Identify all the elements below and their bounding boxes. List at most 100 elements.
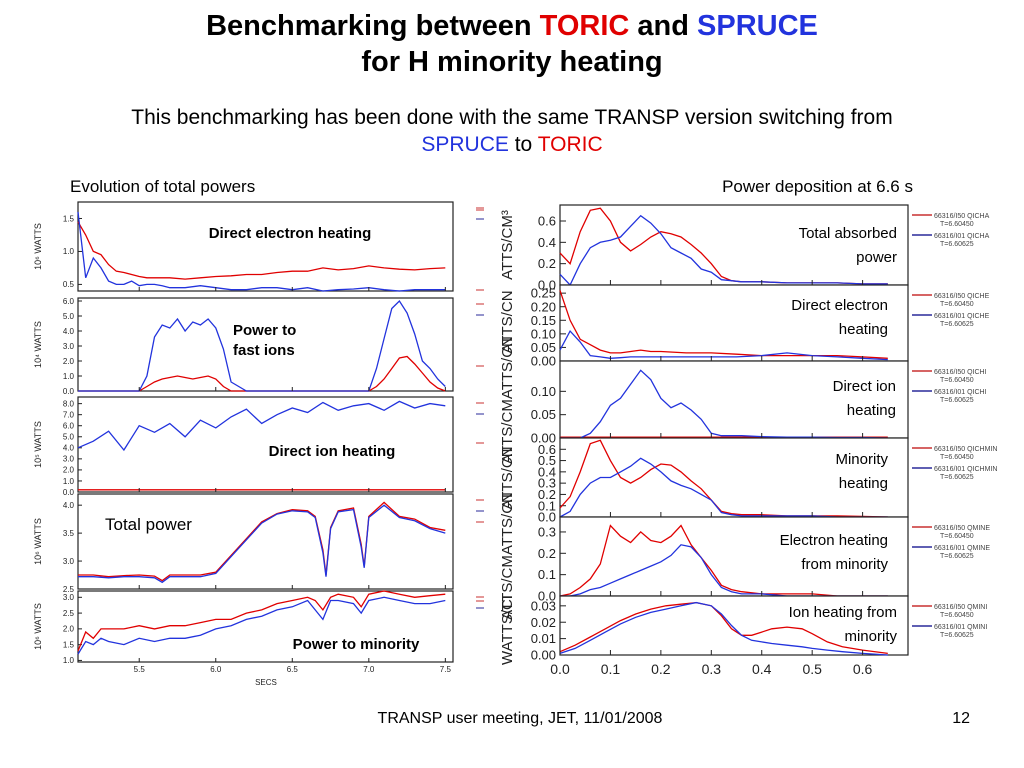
y-tick-label: 0.05 [531,340,556,355]
y-tick-label: 0.6 [538,214,556,229]
subtitle-spruce: SPRUCE [421,133,509,156]
legend-label: 66316/I50 QMINE [934,525,990,532]
chart-panel-3: 2.5 3.0 3.5 4.0 10⁶ WATTS Total power [33,493,484,594]
series-line-spruce [559,329,888,361]
y-tick-label: 0.1 [538,567,556,582]
y-tick-label: 8.0 [63,399,75,408]
subtitle-toric: TORIC [537,133,603,156]
y-tick-label: 0.4 [538,235,556,250]
y-tick-label: 3.0 [63,557,75,566]
subtitle-to: to [508,133,538,156]
chart-panel-8: 0.00.10.20.30.40.50.6 Minority heating 6631… [476,437,997,525]
panel-label: fast ions [233,342,295,359]
chart-panel-2: 0.0 1.0 2.0 3.0 4.0 5.0 6.0 7.0 8.0 10⁵ WATTS Dire… [33,396,484,497]
plot-frame [559,284,909,362]
y-tick-label: 0.0 [63,387,75,396]
y-tick-label: 0.15 [531,313,556,328]
y-tick-label: 0.2 [538,256,556,271]
y-tick-label: 0.0 [538,589,556,604]
chart-panel-4: 1.0 1.5 2.0 2.5 3.0 10⁶ WATTS Power to minorit… [33,590,484,665]
y-tick-label: 4.0 [63,444,75,453]
y-tick-label: 6.0 [63,422,75,431]
legend-label: 66316/I01 QICHE [934,313,990,320]
series-line-spruce [78,504,446,584]
x-tick-label: 6.5 [287,665,299,674]
series-line-toric [77,590,446,652]
y-axis-label: 10⁶ WATTS [33,603,43,650]
y-tick-label: 2.0 [63,466,75,475]
y-tick-label: 4.0 [63,501,75,510]
panel-label: Direct electron [791,297,888,314]
panel-label: Total absorbed [799,225,897,242]
plot-frame [559,204,909,286]
y-axis-label-fragment: ATTS/CN [499,290,516,353]
y-tick-label: 0.05 [531,407,556,422]
series-line-spruce [77,400,446,452]
chart-panel-10: 0.00 0.010.02 0.03 Ion heating from minority… [476,595,987,663]
legend-label: 66316/I01 QMINI [934,624,987,631]
right-heading: Power deposition at 6.6 s [722,177,913,196]
panel-label: Total power [105,515,192,534]
y-tick-label: 7.0 [63,410,75,419]
y-tick-label: 0.1 [538,498,556,513]
plot-frame [559,360,909,439]
y-tick-label: 0.2 [538,546,556,561]
series-line-toric [77,221,446,280]
footer-text: TRANSP user meeting, JET, 11/01/2008 [377,710,663,727]
x-tick-label: 5.5 [134,665,146,674]
subtitle-line1: This benchmarking has been done with the… [131,106,893,129]
panel-label: heating [839,475,888,492]
x-tick-label: 0.1 [601,661,621,677]
y-tick-label: 0.6 [538,442,556,457]
x-tick-label: 0.0 [550,661,570,677]
y-tick-label: 0.4 [538,464,556,479]
y-tick-label: 0.10 [531,384,556,399]
y-tick-label: 0.5 [538,453,556,468]
y-tick-label: 0.00 [531,354,556,369]
x-tick-label: 6.0 [210,665,222,674]
y-axis-label-fragment: ATTS/CMATTS/CN [499,336,516,464]
y-tick-label: 1.0 [63,477,75,486]
panel-label: Direct electron heating [209,225,372,242]
y-tick-label: 0.02 [531,615,556,630]
slide-title: Benchmarking between TORIC and SPRUCE fo… [0,8,1024,80]
legend-label: 66316/I01 QICHMIN [934,466,997,473]
y-tick-label: 0.10 [531,326,556,341]
y-axis-label: 10⁴ WATTS [33,321,43,368]
legend-sub: T=6.60625 [940,474,974,481]
y-tick-label: 0.00 [531,648,556,663]
x-tick-label: 0.2 [651,661,671,677]
legend-sub: T=6.60450 [940,221,974,228]
y-tick-label: 0.5 [63,280,75,289]
panel-label: minority [844,628,897,645]
legend-label: 66316/I50 QMINI [934,604,987,611]
y-tick-label: 5.0 [63,312,75,321]
plot-frame [559,516,909,597]
series-line-spruce [559,601,888,656]
x-tick-label: 0.5 [802,661,822,677]
y-axis-label-fragment: ATTS/CM³ [499,210,516,280]
y-tick-label: 1.0 [63,247,75,256]
chart-panel-0: 0.5 1.0 1.5 10⁶ WATTS Direct electron heatin… [33,201,484,292]
legend-label: 66316/I01 QICHA [934,233,990,240]
y-axis-label-fragment: ATTS/CN [499,446,516,509]
legend-sub: T=6.60450 [940,377,974,384]
series-line-spruce [77,596,446,655]
y-tick-label: 6.0 [63,297,75,306]
panel-label: Power to minority [293,636,420,653]
y-axis-label: 10⁵ WATTS [33,421,43,468]
y-tick-label: 2.5 [63,585,75,594]
legend-sub: T=6.60625 [940,397,974,404]
series-line-spruce [560,369,888,439]
legend-label: 66316/I50 QICHA [934,213,990,220]
y-tick-label: 2.0 [63,357,75,366]
y-tick-label: 0.03 [531,598,556,613]
y-tick-label: 0.0 [538,278,556,293]
legend-sub: T=6.60625 [940,553,974,560]
plot-frame [559,437,909,518]
y-tick-label: 0.0 [63,488,75,497]
panel-label: from minority [801,556,888,573]
x-tick-label: 0.4 [752,661,772,677]
panel-label: Ion heating from [789,604,897,621]
